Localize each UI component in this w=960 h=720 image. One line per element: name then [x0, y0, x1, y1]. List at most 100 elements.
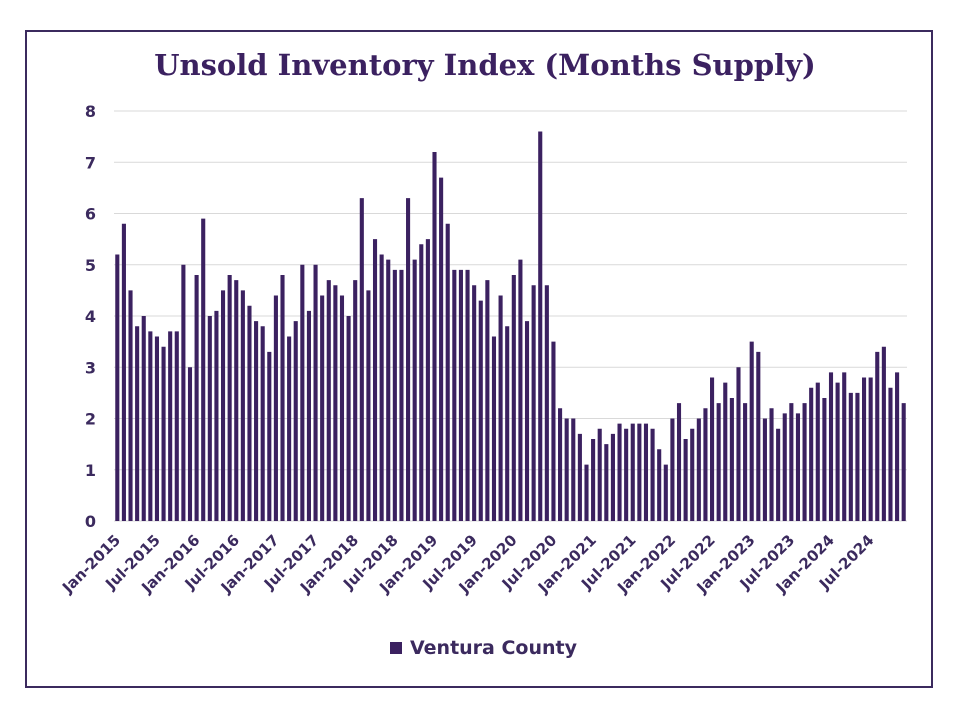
bar [716, 403, 721, 521]
bar [135, 326, 140, 521]
y-tick-label: 3 [85, 358, 96, 377]
bar [267, 351, 272, 521]
bar [538, 131, 543, 521]
bar [353, 280, 358, 521]
bar [154, 336, 160, 521]
bar [591, 439, 596, 521]
bar [657, 449, 662, 521]
bar [855, 392, 860, 521]
bar [736, 367, 741, 521]
bar [544, 285, 549, 521]
y-tick-label: 6 [85, 205, 96, 224]
bar [802, 403, 807, 521]
bar [835, 382, 840, 521]
y-tick-label: 4 [85, 307, 96, 326]
bar [386, 259, 391, 521]
bar [458, 269, 463, 521]
bar [690, 428, 695, 521]
bar [432, 152, 437, 521]
bar [643, 423, 649, 521]
bar [769, 408, 774, 521]
chart-title: Unsold Inventory Index (Months Supply) [154, 48, 816, 82]
bar [577, 433, 582, 521]
bar [875, 351, 880, 521]
bar [551, 341, 556, 521]
bar [795, 413, 801, 521]
bar [756, 351, 761, 521]
legend-label: Ventura County [410, 637, 578, 659]
bar [584, 464, 589, 521]
bar [419, 244, 424, 521]
bar [346, 316, 351, 521]
bar [511, 275, 516, 521]
bar [676, 403, 682, 521]
bar [326, 280, 331, 521]
bar [320, 295, 325, 521]
bar [359, 198, 364, 521]
bar [597, 428, 602, 521]
bar [564, 418, 569, 521]
legend: Ventura County [390, 636, 577, 660]
bar [452, 269, 457, 521]
bar [128, 290, 133, 521]
bar [181, 264, 186, 521]
bar [439, 177, 444, 521]
bar [762, 418, 767, 521]
bar [194, 275, 199, 521]
chart-frame [25, 30, 933, 688]
bar [828, 372, 834, 521]
bar [505, 326, 510, 521]
bar [498, 295, 503, 521]
bar [254, 321, 259, 521]
bar [842, 372, 847, 521]
bar [571, 418, 576, 521]
bar [848, 392, 853, 521]
bar [406, 198, 411, 521]
bar [491, 336, 497, 521]
bar [333, 285, 338, 521]
bar [710, 377, 715, 521]
bar [207, 316, 212, 521]
bar [148, 331, 153, 521]
bar [650, 428, 655, 521]
bar [187, 367, 193, 521]
bar [240, 290, 245, 521]
bar [313, 264, 318, 521]
bar [234, 280, 239, 521]
bar [392, 269, 397, 521]
bar [121, 223, 126, 521]
y-tick-label: 8 [85, 102, 96, 121]
bar [743, 403, 748, 521]
bar [531, 285, 536, 521]
bar [300, 264, 305, 521]
bar [630, 423, 635, 521]
y-tick-label: 2 [85, 410, 96, 429]
bar [604, 444, 609, 521]
bar [723, 382, 728, 521]
bar [273, 295, 278, 521]
bar [670, 418, 675, 521]
bar [558, 408, 563, 521]
y-tick-label: 5 [85, 256, 96, 275]
bar [247, 305, 252, 521]
bar [815, 382, 820, 521]
bar [287, 336, 292, 521]
legend-swatch [390, 642, 402, 654]
bar [366, 290, 371, 521]
bar [809, 387, 814, 521]
bar [822, 398, 827, 521]
bar [881, 346, 886, 521]
bar [161, 346, 166, 521]
bar [372, 239, 378, 521]
bar [465, 269, 470, 521]
bar [260, 326, 265, 521]
bar [749, 341, 754, 521]
bar [445, 223, 450, 521]
bar [379, 254, 384, 521]
bar [789, 403, 794, 521]
bar [399, 269, 404, 521]
bar [663, 464, 668, 521]
y-tick-label: 7 [85, 153, 96, 172]
bar [683, 439, 688, 521]
